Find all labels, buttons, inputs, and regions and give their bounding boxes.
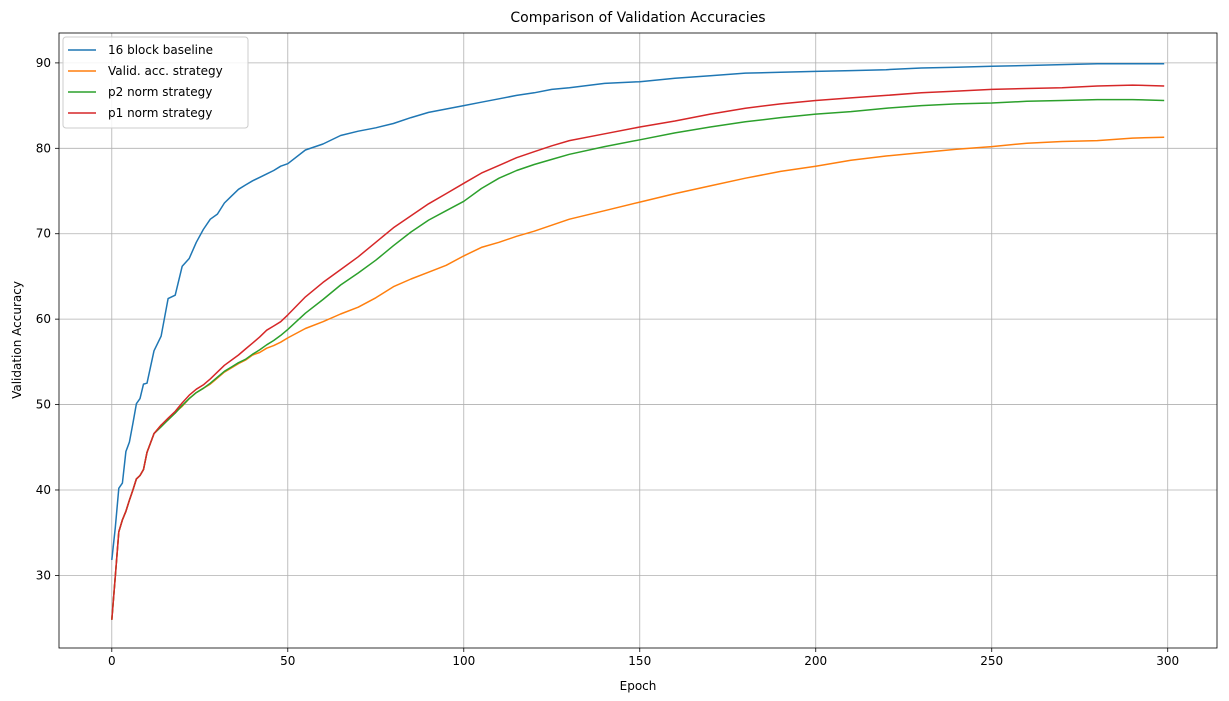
- axis-ticks: 0 50 100 150 200 250 300 30 40 50 60 70 80 90: [36, 56, 1179, 668]
- y-tick-label: 70: [36, 227, 51, 241]
- x-tick-label: 150: [628, 654, 651, 668]
- x-tick-label: 300: [1156, 654, 1179, 668]
- plot-frame: [58, 32, 1218, 649]
- x-tick-label: 200: [804, 654, 827, 668]
- chart-title: Comparison of Validation Accuracies: [510, 10, 765, 26]
- y-tick-label: 80: [36, 141, 51, 155]
- x-tick-label: 0: [108, 654, 116, 668]
- y-axis-label: Validation Accuracy: [10, 281, 24, 399]
- plot-area: [59, 33, 1217, 648]
- series-line-1: [111, 63, 1165, 561]
- legend-label-1: 16 block baseline: [108, 43, 213, 57]
- y-tick-label: 40: [36, 483, 51, 497]
- y-tick-label: 60: [36, 312, 51, 326]
- series-line-4: [111, 84, 1165, 620]
- y-tick-label: 90: [36, 56, 51, 70]
- x-tick-label: 50: [280, 654, 295, 668]
- y-tick-label: 50: [36, 398, 51, 412]
- legend-label-2: Valid. acc. strategy: [108, 64, 223, 78]
- legend: 16 block baseline Valid. acc. strategy p2 …: [62, 36, 249, 129]
- series-lines: [111, 63, 1165, 620]
- x-axis-label: Epoch: [620, 679, 657, 693]
- legend-box: [62, 36, 249, 129]
- y-tick-label: 30: [36, 568, 51, 582]
- legend-label-4: p1 norm strategy: [108, 106, 212, 120]
- x-tick-label: 100: [452, 654, 475, 668]
- x-tick-label: 250: [980, 654, 1003, 668]
- legend-label-3: p2 norm strategy: [108, 85, 212, 99]
- grid-lines: [59, 33, 1217, 648]
